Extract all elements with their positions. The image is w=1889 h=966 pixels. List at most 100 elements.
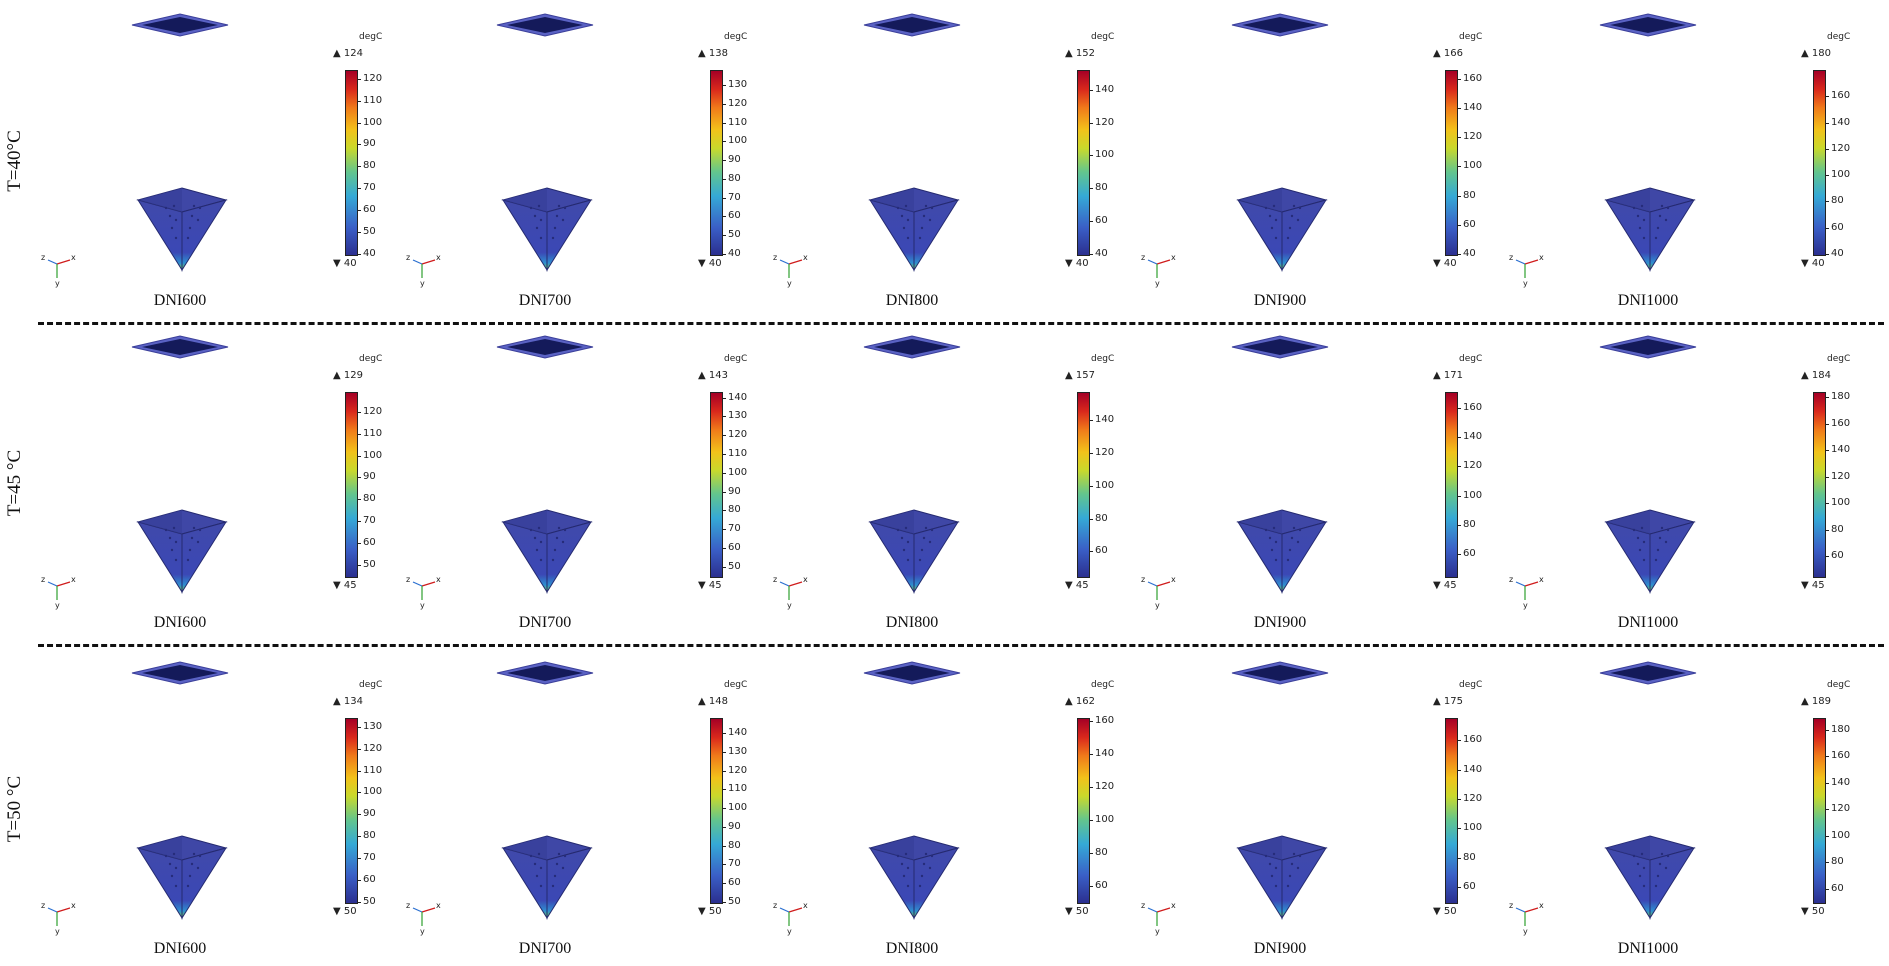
x-axis-label: x [436,575,441,584]
colorbar-tick-label: 60 [1831,882,1844,894]
panel-title: DNI900 [1253,292,1307,309]
pyramid-inner-back [138,188,182,212]
colorbar-tick [1826,756,1829,758]
z-axis-label: z [1509,253,1513,262]
colorbar-tick-label: 60 [1095,215,1108,227]
pyramid-inner-back [1606,510,1650,534]
x-axis-label: x [1171,575,1176,584]
colorbar-tick [723,178,726,180]
y-axis-label: y [55,927,60,936]
colorbar-tick [358,254,361,255]
colorbar-tick-label: 60 [1095,545,1108,557]
panel-dni900: x z y degC ▲ 171 160 140 120 100 80 60 ▼ 45 DNI900 [1140,322,1512,640]
x-axis-label: x [1171,253,1176,262]
colorbar-tick [723,197,726,199]
colorbar-max-label: ▲ 148 [698,696,728,707]
colorbar-tick-label: 160 [1095,715,1115,727]
colorbar-tick [1826,782,1829,784]
colorbar-tick [358,792,361,794]
receiver-pyramid [136,835,228,920]
colorbar-tick-label: 60 [1831,221,1844,233]
pyramid-face-left [136,521,183,594]
colorbar-tick [723,789,726,791]
colorbar-tick [1458,769,1461,771]
colorbar-unit: degC [359,32,383,42]
plate-inner [142,17,218,33]
z-axis-label: z [1141,575,1145,584]
x-axis-label: x [1539,575,1544,584]
colorbar-tick [1458,740,1461,742]
top-plate [863,335,961,359]
colorbar-min-label: ▼ 40 [1801,258,1825,269]
colorbar-tick [1090,89,1093,91]
plate-inner [1242,339,1318,355]
colorbar-tick-label: 100 [1831,497,1851,509]
colorbar-tick [1826,835,1829,837]
colorbar-tick-label: 120 [728,764,748,776]
colorbar-tick [723,845,726,847]
colorbar-tick-label: 140 [1095,413,1115,425]
receiver-pyramid [136,509,228,594]
x-axis-line [788,259,803,265]
colorbar-tick-label: 100 [363,786,383,798]
colorbar-tick-label: 160 [1831,750,1851,762]
colorbar-max-label: ▲ 152 [1065,48,1095,59]
colorbar [1813,718,1826,904]
colorbar-tick-label: 120 [1095,446,1115,458]
colorbar-tick [1826,423,1829,425]
plate-inner [507,339,583,355]
x-axis-line [421,259,436,265]
colorbar-tick-label: 80 [1463,851,1476,863]
colorbar-min-label: ▼ 50 [333,906,357,917]
x-axis-label: x [436,253,441,262]
colorbar-tick-label: 120 [363,72,383,84]
plate-inner [874,665,950,681]
y-axis-label: y [1155,927,1160,936]
receiver-pyramid [1236,187,1328,272]
colorbar-unit: degC [724,354,748,364]
colorbar-tick [723,808,726,810]
axes-triad: x z y [773,253,808,288]
z-axis-label: z [406,901,410,910]
colorbar [1813,392,1826,578]
panel-title: DNI900 [1253,940,1307,957]
panel-title: DNI700 [518,940,572,957]
plate-inner [1610,339,1686,355]
colorbar-tick [358,433,361,435]
x-axis-line [56,259,71,265]
colorbar-tick [358,521,361,523]
z-axis-line [779,907,790,913]
colorbar-tick [1458,408,1461,410]
colorbar-tick [1826,397,1829,399]
axes-triad: x z y [1509,575,1544,610]
pyramid-face-right [546,847,593,920]
colorbar-tick-label: 100 [1095,813,1115,825]
axes-triad: x z y [406,575,441,610]
axes-triad: x z y [1141,901,1176,936]
colorbar-tick-label: 50 [728,896,741,907]
x-axis-line [1156,907,1171,913]
y-axis-label: y [787,927,792,936]
colorbar-tick-label: 80 [1095,512,1108,524]
colorbar-tick [358,902,361,903]
plate-inner [142,339,218,355]
colorbar-max-label: ▲ 175 [1433,696,1463,707]
pyramid-face-right [181,521,228,594]
colorbar-max-label: ▲ 134 [333,696,363,707]
colorbar-tick [1826,556,1829,558]
colorbar-tick-label: 140 [1463,431,1483,443]
pyramid-face-right [1649,521,1696,594]
colorbar-tick [358,166,361,168]
colorbar-tick [1090,188,1093,190]
receiver-pyramid [136,187,228,272]
colorbar-tick-label: 80 [1831,195,1844,207]
colorbar-tick-label: 70 [728,523,741,535]
colorbar-tick [723,902,726,903]
y-axis-label: y [1155,279,1160,288]
pyramid-inner-back [1238,188,1282,212]
colorbar-min-label: ▼ 45 [698,580,722,591]
colorbar-tick [723,566,726,568]
colorbar-tick-label: 120 [728,429,748,441]
colorbar-tick-label: 60 [728,541,741,553]
pyramid-face-left [1604,199,1651,272]
